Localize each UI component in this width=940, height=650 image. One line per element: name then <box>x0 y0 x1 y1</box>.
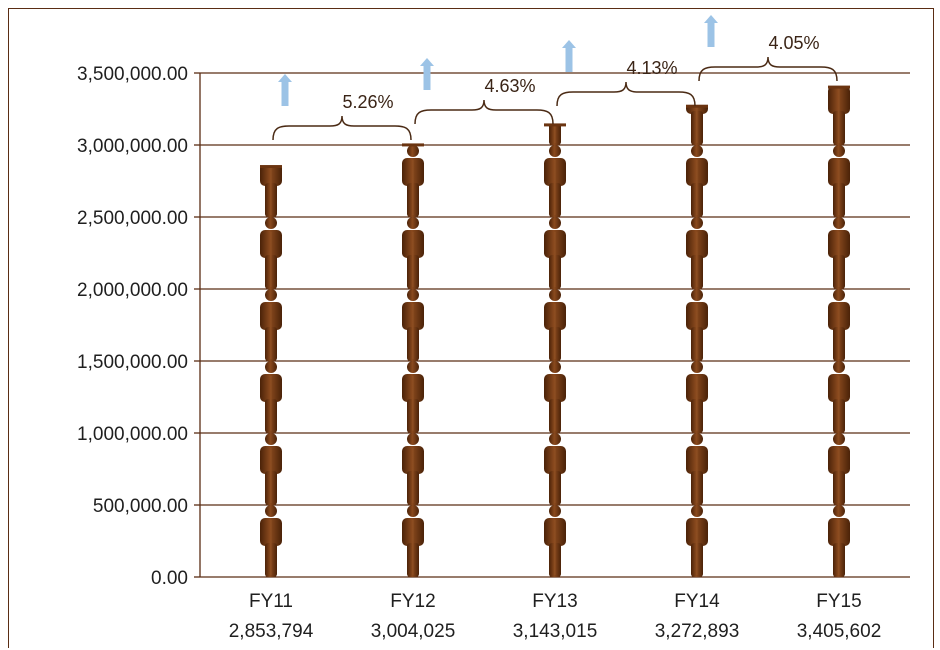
y-tick-label: 2,000,000.00 <box>77 280 188 301</box>
x-category-label: FY13 <box>532 591 577 612</box>
growth-annotation: 4.05% <box>698 15 838 82</box>
growth-brace <box>698 56 838 82</box>
bar-fy14 <box>686 104 708 577</box>
growth-annotation: 5.26% <box>272 74 412 141</box>
up-arrow-icon <box>562 40 576 72</box>
y-tick-label: 2,500,000.00 <box>77 208 188 229</box>
growth-brace <box>272 115 412 141</box>
x-value-label: 2,853,794 <box>229 621 314 642</box>
y-tick-label: 1,000,000.00 <box>77 424 188 445</box>
growth-brace <box>556 81 696 107</box>
growth-brace <box>414 99 554 125</box>
x-category-label: FY12 <box>390 591 435 612</box>
bar-fy15 <box>828 85 850 577</box>
growth-label: 4.05% <box>768 33 819 53</box>
growth-annotation: 4.13% <box>556 40 696 107</box>
up-arrow-icon <box>420 58 434 90</box>
x-value-label: 3,405,602 <box>797 621 882 642</box>
bar-fy13 <box>544 123 566 577</box>
bar-fy12 <box>402 143 424 577</box>
up-arrow-icon <box>704 15 718 47</box>
y-tick-label: 3,500,000.00 <box>77 64 188 85</box>
y-tick-label: 0.00 <box>151 568 188 589</box>
y-tick-label: 3,000,000.00 <box>77 136 188 157</box>
x-value-label: 3,143,015 <box>513 621 598 642</box>
up-arrow-icon <box>278 74 292 106</box>
growth-label: 4.13% <box>626 58 677 78</box>
x-category-label: FY15 <box>816 591 861 612</box>
chart-frame <box>8 8 934 648</box>
x-value-label: 3,272,893 <box>655 621 740 642</box>
x-category-label: FY11 <box>249 591 293 612</box>
bar-fy11 <box>260 165 282 577</box>
x-category-label: FY14 <box>674 591 720 612</box>
growth-annotation: 4.63% <box>414 58 554 125</box>
y-tick-label: 500,000.00 <box>93 496 188 517</box>
growth-label: 4.63% <box>484 76 535 96</box>
y-tick-label: 1,500,000.00 <box>77 352 188 373</box>
x-value-label: 3,004,025 <box>371 621 456 642</box>
growth-label: 5.26% <box>342 92 393 112</box>
